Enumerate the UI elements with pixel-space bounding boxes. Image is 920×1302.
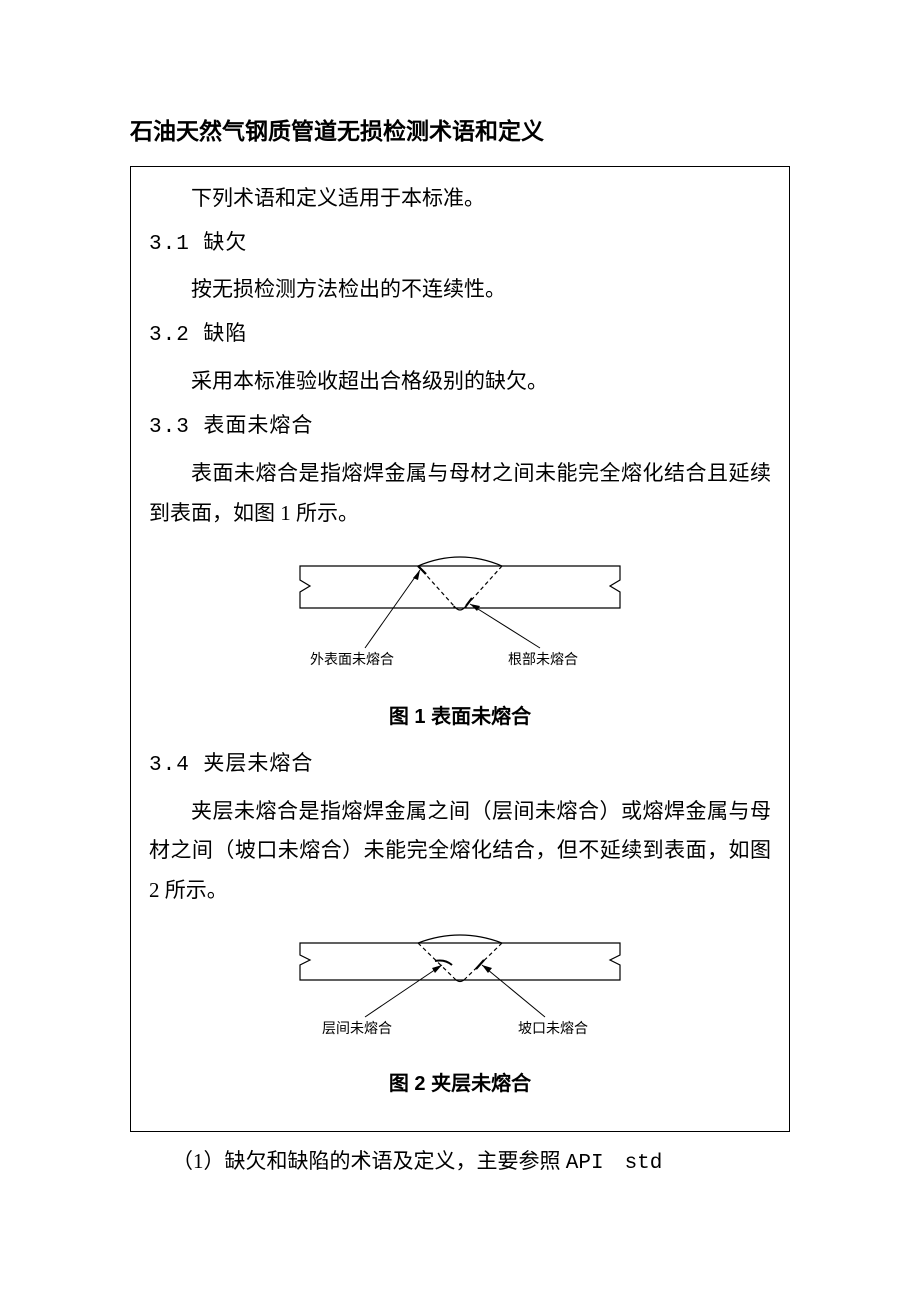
- section-3-3-number: 3.3: [149, 416, 190, 439]
- figure-1-caption: 图 1 表面未熔合: [149, 698, 771, 736]
- section-3-4-number: 3.4: [149, 754, 190, 777]
- footnote-paragraph: （1）缺欠和缺陷的术语及定义，主要参照 API std: [130, 1142, 790, 1184]
- figure-1-container: 外表面未熔合 根部未熔合 图 1 表面未熔合: [149, 548, 771, 736]
- section-3-4-body: 夹层未熔合是指熔焊金属之间（层间未熔合）或熔焊金属与母材之间（坡口未熔合）未能完…: [149, 792, 771, 912]
- figure-2-container: 层间未熔合 坡口未熔合 图 2 夹层未熔合: [149, 925, 771, 1103]
- section-3-1-number: 3.1: [149, 233, 190, 256]
- section-3-3-label: 表面未熔合: [203, 416, 313, 439]
- intro-paragraph: 下列术语和定义适用于本标准。: [149, 179, 771, 219]
- figure-1-label-right: 根部未熔合: [508, 652, 578, 668]
- section-3-3-heading: 3.3 表面未熔合: [149, 408, 771, 448]
- figure-2-diagram: 层间未熔合 坡口未熔合: [270, 925, 650, 1045]
- content-box: 下列术语和定义适用于本标准。 3.1 缺欠 按无损检测方法检出的不连续性。 3.…: [130, 166, 790, 1132]
- figure-2-label-left: 层间未熔合: [322, 1021, 392, 1037]
- footnote-prefix: （1）缺欠和缺陷的术语及定义，主要参照: [172, 1149, 566, 1173]
- figure-2-caption: 图 2 夹层未熔合: [149, 1065, 771, 1103]
- figure-1-diagram: 外表面未熔合 根部未熔合: [270, 548, 650, 678]
- figure-2-label-right: 坡口未熔合: [518, 1021, 588, 1037]
- section-3-2-number: 3.2: [149, 324, 190, 347]
- section-3-4-label: 夹层未熔合: [203, 754, 313, 777]
- section-3-2-label: 缺陷: [203, 324, 247, 347]
- figure-1-label-left: 外表面未熔合: [310, 652, 394, 668]
- section-3-2-heading: 3.2 缺陷: [149, 316, 771, 356]
- section-3-2-body: 采用本标准验收超出合格级别的缺欠。: [149, 362, 771, 402]
- document-title: 石油天然气钢质管道无损检测术语和定义: [130, 110, 790, 154]
- section-3-3-body: 表面未熔合是指熔焊金属与母材之间未能完全熔化结合且延续到表面，如图 1 所示。: [149, 454, 771, 534]
- section-3-4-heading: 3.4 夹层未熔合: [149, 746, 771, 786]
- section-3-1-label: 缺欠: [203, 233, 247, 256]
- footnote-std: std: [625, 1152, 663, 1175]
- footnote-api: API: [566, 1152, 604, 1175]
- section-3-1-heading: 3.1 缺欠: [149, 225, 771, 265]
- section-3-1-body: 按无损检测方法检出的不连续性。: [149, 270, 771, 310]
